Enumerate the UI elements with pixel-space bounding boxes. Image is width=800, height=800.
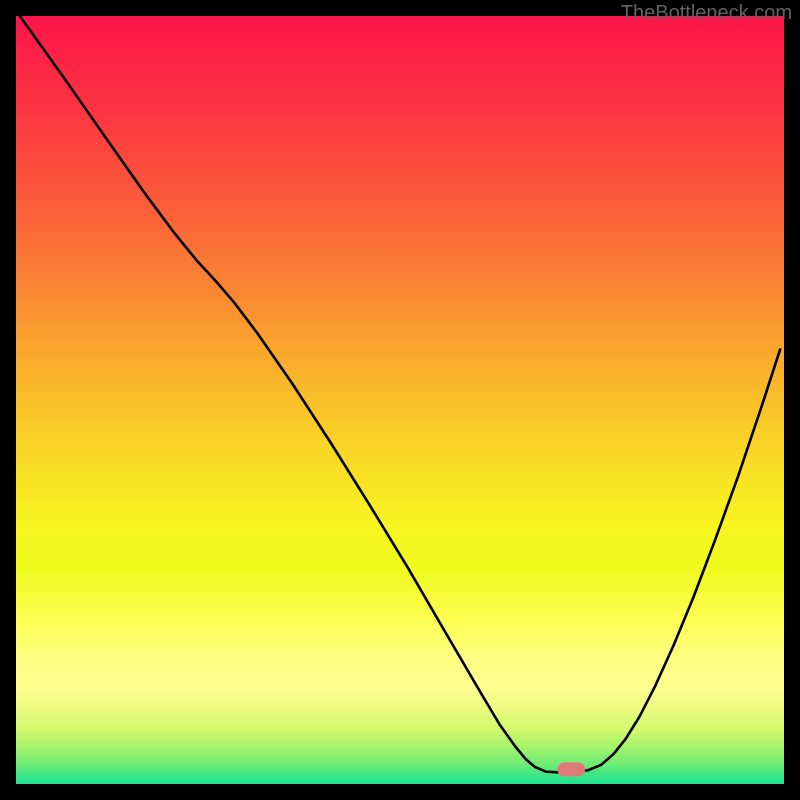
chart-background xyxy=(16,16,784,784)
bottleneck-chart xyxy=(0,0,800,800)
chart-container: TheBottleneck.com xyxy=(0,0,800,800)
bottleneck-marker xyxy=(557,762,585,776)
watermark-text: TheBottleneck.com xyxy=(621,2,792,25)
